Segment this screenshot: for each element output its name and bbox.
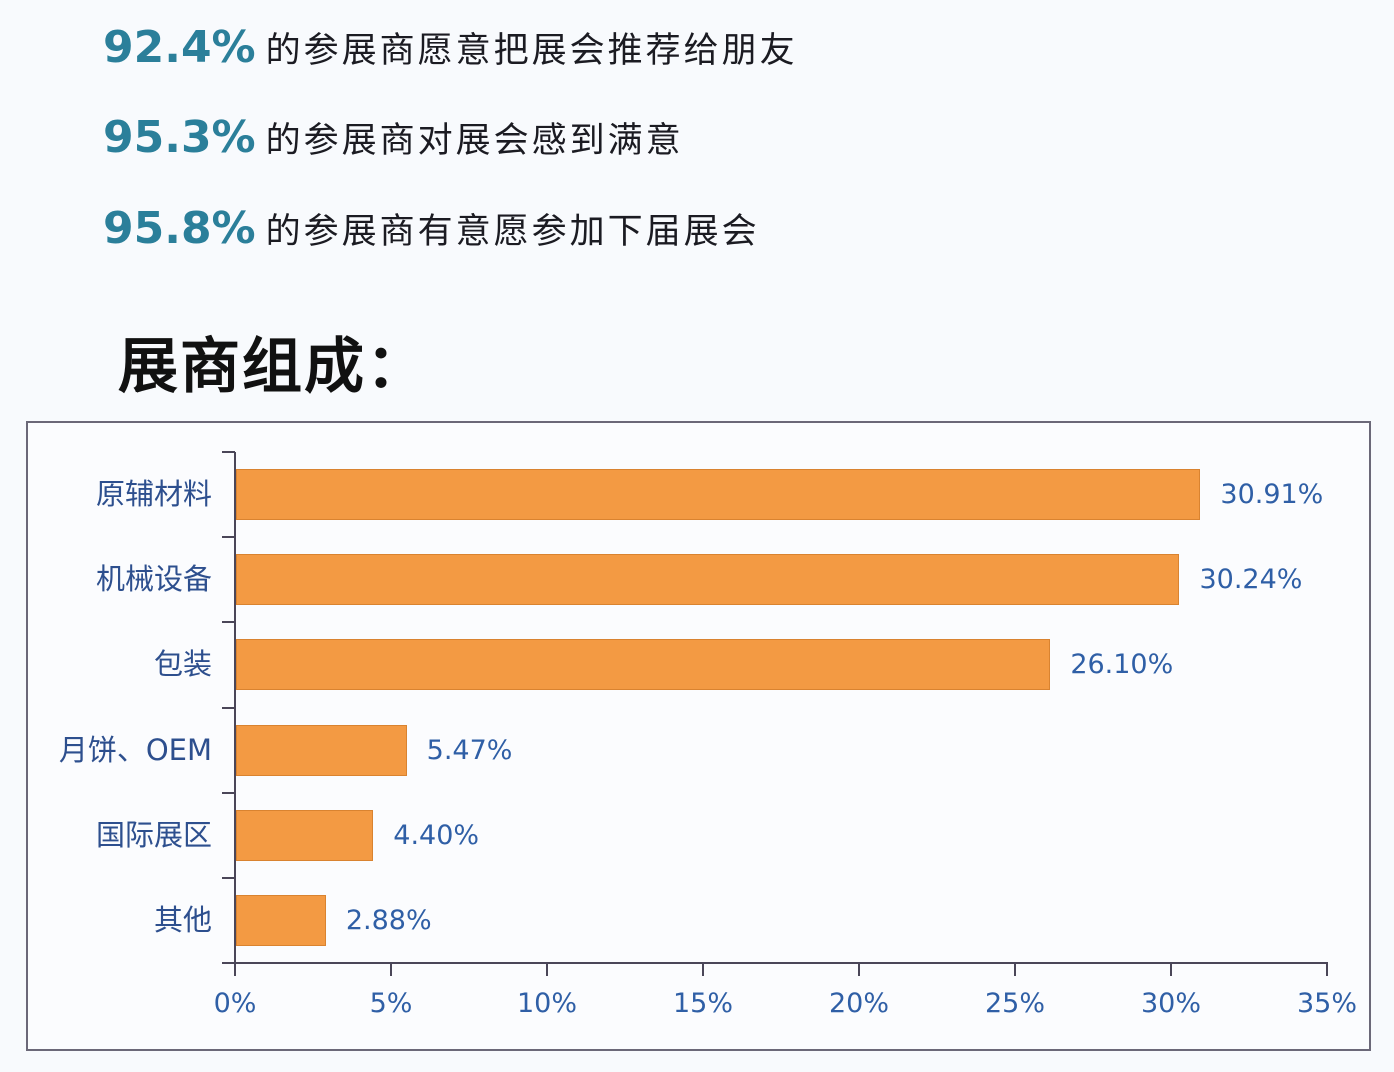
category-label: 国际展区	[95, 817, 212, 852]
x-axis-tick-label: 0%	[213, 988, 257, 1019]
bar-value-label: 30.91%	[1220, 479, 1324, 511]
x-axis-tick	[546, 963, 548, 976]
x-axis-tick	[390, 963, 392, 976]
y-axis-tick	[222, 536, 235, 539]
bar	[236, 639, 1051, 691]
stat-description: 的参展商愿意把展会推荐给朋友	[265, 31, 798, 71]
bar-value-label: 5.47%	[426, 734, 513, 766]
x-axis-tick-label: 5%	[369, 988, 413, 1019]
stat-percent: 95.3%	[103, 112, 256, 163]
y-axis-tick	[222, 451, 235, 453]
category-label: 包装	[153, 647, 212, 682]
x-axis-tick	[1326, 963, 1328, 976]
stat-row-recommend: 92.4% 的参展商愿意把展会推荐给朋友	[103, 22, 798, 73]
x-axis-tick-label: 10%	[516, 988, 577, 1019]
stat-row-satisfied: 95.3% 的参展商对展会感到满意	[103, 112, 684, 163]
x-axis-tick-label: 20%	[828, 988, 889, 1019]
category-label: 月饼、OEM	[58, 732, 212, 767]
x-axis-tick	[1014, 963, 1016, 976]
x-axis-tick-label: 30%	[1140, 988, 1201, 1019]
bar-value-label: 4.40%	[393, 819, 480, 851]
stat-row-return: 95.8% 的参展商有意愿参加下届展会	[103, 203, 760, 254]
x-axis-tick	[1170, 963, 1172, 976]
category-label: 原辅材料	[95, 477, 212, 512]
bar	[236, 724, 407, 776]
y-axis	[234, 452, 236, 964]
y-axis-tick	[222, 621, 235, 624]
y-axis-tick	[222, 706, 235, 709]
stat-percent: 95.8%	[103, 203, 256, 254]
x-axis-tick-label: 25%	[984, 988, 1045, 1019]
x-axis-tick	[234, 963, 236, 976]
bar-value-label: 2.88%	[345, 904, 432, 936]
bar	[236, 894, 326, 946]
x-axis-tick	[858, 963, 860, 976]
x-axis-tick	[702, 963, 704, 976]
stat-description: 的参展商对展会感到满意	[265, 121, 684, 161]
bar	[236, 809, 374, 861]
stat-percent: 92.4%	[103, 22, 256, 73]
bar	[236, 554, 1180, 606]
bar	[236, 469, 1201, 521]
x-axis	[222, 962, 1328, 964]
x-axis-tick-label: 15%	[672, 988, 733, 1019]
y-axis-tick	[222, 791, 235, 794]
y-axis-tick	[222, 876, 235, 879]
x-axis-tick-label: 35%	[1296, 988, 1357, 1019]
category-label: 机械设备	[95, 562, 212, 597]
stat-description: 的参展商有意愿参加下届展会	[265, 212, 760, 252]
bar-value-label: 30.24%	[1199, 564, 1303, 596]
bar-value-label: 26.10%	[1070, 649, 1174, 681]
category-label: 其他	[153, 902, 212, 937]
section-title: 展商组成：	[118, 332, 428, 402]
y-axis-tick	[222, 962, 235, 964]
